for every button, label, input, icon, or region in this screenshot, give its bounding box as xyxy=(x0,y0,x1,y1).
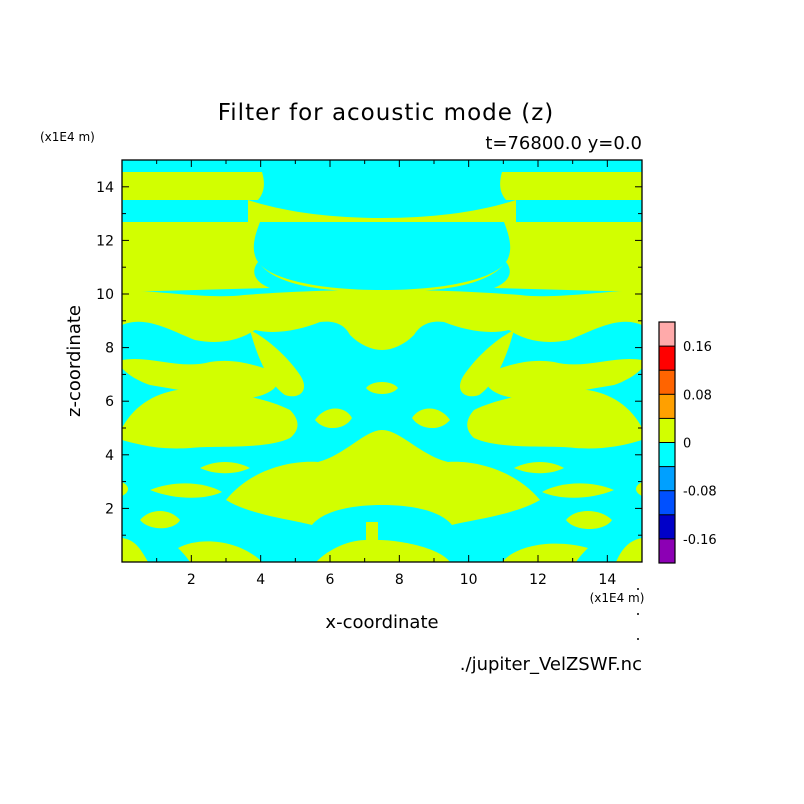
positive-region xyxy=(459,330,514,397)
colorbar-tick-label: -0.16 xyxy=(683,533,717,548)
colorbar-swatch xyxy=(659,514,675,539)
contour-field xyxy=(122,160,642,562)
x-tick-label: 6 xyxy=(326,572,335,588)
positive-region xyxy=(150,483,222,498)
colorbar-swatch xyxy=(659,370,675,395)
positive-regions xyxy=(122,172,642,562)
positive-region xyxy=(315,408,352,429)
positive-region xyxy=(412,408,450,429)
positive-region xyxy=(122,538,148,562)
colorbar-swatch xyxy=(659,538,675,563)
y-tick-label: 8 xyxy=(105,341,114,357)
positive-region xyxy=(140,511,180,529)
chart-subtitle: t=76800.0 y=0.0 xyxy=(485,133,642,154)
y-tick-label: 14 xyxy=(96,180,114,196)
colorbar-tick-label: 0.08 xyxy=(683,388,712,403)
positive-region xyxy=(366,382,398,394)
x-tick-label: 8 xyxy=(395,572,404,588)
colorbar-swatch xyxy=(659,490,675,515)
stray-dots xyxy=(637,588,639,640)
colorbar-swatch xyxy=(659,442,675,467)
positive-region xyxy=(248,200,516,222)
x-axis: 2 4 6 8 10 12 14 xyxy=(156,160,616,588)
y-axis-label: z-coordinate xyxy=(64,305,85,417)
x-tick-label: 12 xyxy=(529,572,547,588)
positive-region xyxy=(485,358,642,398)
positive-region xyxy=(636,482,642,496)
x-tick-label: 14 xyxy=(598,572,616,588)
y-axis: 2 4 6 8 10 12 14 xyxy=(96,180,642,536)
positive-region xyxy=(500,172,642,200)
y-tick-label: 10 xyxy=(96,287,114,303)
y-tick-label: 6 xyxy=(105,394,114,410)
chart-title: Filter for acoustic mode (z) xyxy=(218,100,555,126)
y-unit-label: (x1E4 m) xyxy=(40,130,95,144)
x-tick-label: 2 xyxy=(187,572,196,588)
positive-region xyxy=(542,483,614,498)
positive-region xyxy=(467,388,642,449)
colorbar-swatch xyxy=(659,418,675,443)
y-tick-label: 4 xyxy=(105,448,114,464)
positive-region xyxy=(122,222,270,292)
colorbar-swatch xyxy=(659,346,675,371)
colorbar-swatch xyxy=(659,394,675,419)
plot-frame xyxy=(121,159,643,563)
source-file-label: ./jupiter_VelZSWF.nc xyxy=(460,654,642,675)
x-tick-label: 10 xyxy=(460,572,478,588)
positive-region xyxy=(122,358,279,398)
positive-region xyxy=(122,290,642,350)
colorbar: -0.16 -0.08 0 0.08 0.16 xyxy=(658,321,717,564)
positive-region xyxy=(494,222,642,292)
positive-region xyxy=(514,462,564,474)
positive-region xyxy=(122,172,264,200)
colorbar-tick-label: 0.16 xyxy=(683,340,712,355)
positive-region xyxy=(122,482,128,496)
positive-region xyxy=(566,511,612,529)
positive-region xyxy=(178,541,262,562)
colorbar-swatch xyxy=(659,466,675,491)
colorbar-tick-label: 0 xyxy=(683,437,691,452)
x-axis-label: x-coordinate xyxy=(325,612,438,633)
positive-region xyxy=(200,462,250,474)
colorbar-tick-label: -0.08 xyxy=(683,485,717,500)
positive-region xyxy=(502,543,588,562)
colorbar-frame xyxy=(658,321,676,564)
positive-region xyxy=(316,522,450,562)
y-tick-label: 2 xyxy=(105,501,114,517)
positive-region xyxy=(122,388,298,449)
positive-region xyxy=(328,462,436,492)
positive-region xyxy=(616,538,642,562)
positive-region xyxy=(250,330,305,397)
x-unit-label: (x1E4 m) xyxy=(590,591,645,605)
y-tick-label: 12 xyxy=(96,233,114,249)
x-tick-label: 4 xyxy=(256,572,265,588)
colorbar-swatch xyxy=(659,322,675,347)
